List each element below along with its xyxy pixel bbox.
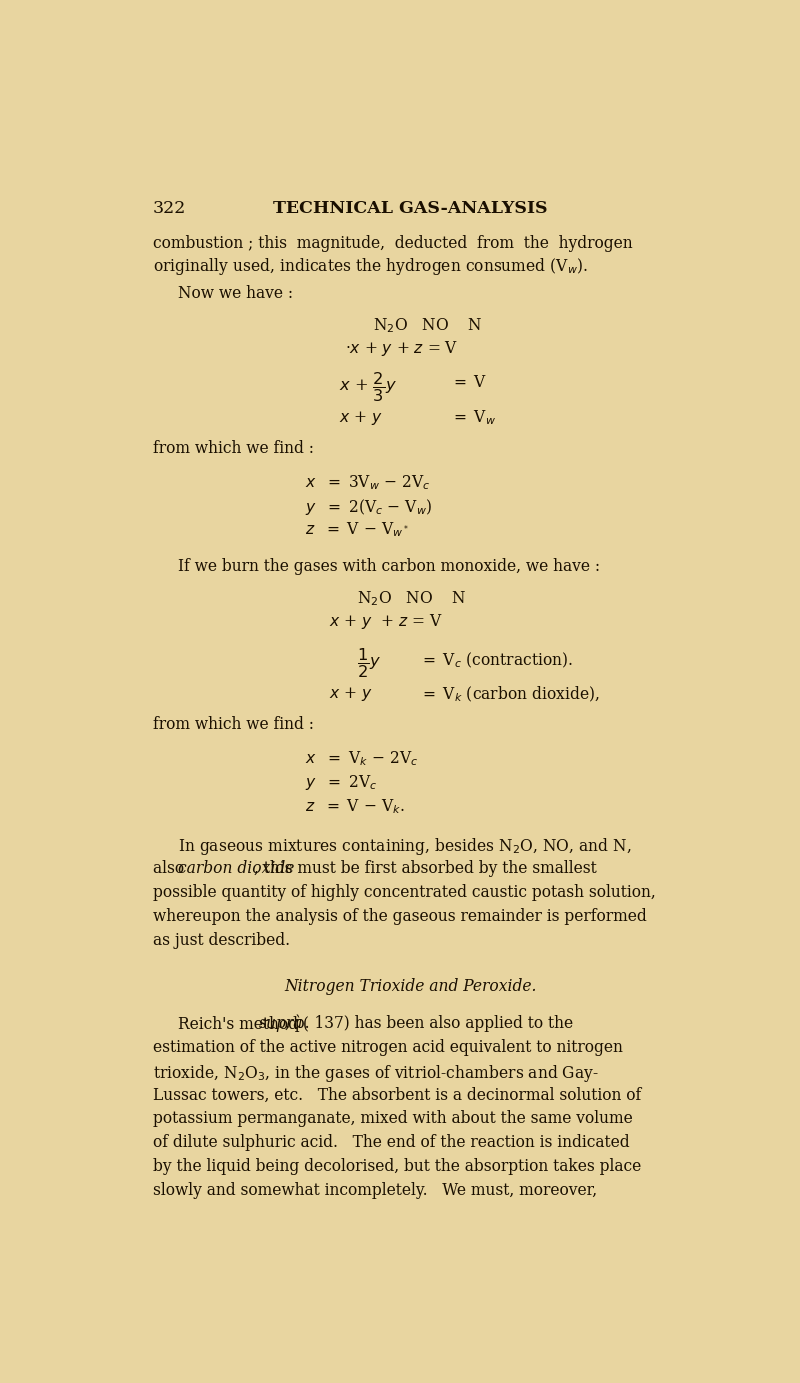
Text: , this must be first absorbed by the smallest: , this must be first absorbed by the sma… [254, 860, 597, 877]
Text: suprà: suprà [258, 1015, 303, 1033]
Text: combustion ; this  magnitude,  deducted  from  the  hydrogen: combustion ; this magnitude, deducted fr… [153, 235, 632, 252]
Text: $=$ V: $=$ V [450, 375, 488, 391]
Text: $x$  $=$ V$_k$ $-$ 2V$_c$: $x$ $=$ V$_k$ $-$ 2V$_c$ [305, 750, 418, 768]
Text: TECHNICAL GAS-ANALYSIS: TECHNICAL GAS-ANALYSIS [273, 201, 547, 217]
Text: N$_2$O   NO    N: N$_2$O NO N [358, 589, 466, 609]
Text: estimation of the active nitrogen acid equivalent to nitrogen: estimation of the active nitrogen acid e… [153, 1039, 622, 1055]
Text: Nitrogen Trioxide and Peroxide.: Nitrogen Trioxide and Peroxide. [284, 978, 536, 994]
Text: $=$ V$_k$ (carbon dioxide),: $=$ V$_k$ (carbon dioxide), [419, 685, 600, 704]
Text: $x$ + $\dfrac{2}{3}y$: $x$ + $\dfrac{2}{3}y$ [338, 371, 397, 404]
Text: also: also [153, 860, 189, 877]
Text: whereupon the analysis of the gaseous remainder is performed: whereupon the analysis of the gaseous re… [153, 909, 646, 925]
Text: $z$  $=$ V $-$ V$_{w^*}$: $z$ $=$ V $-$ V$_{w^*}$ [305, 521, 409, 539]
Text: originally used, indicates the hydrogen consumed (V$_{\mathit{w}}$).: originally used, indicates the hydrogen … [153, 256, 588, 277]
Text: from which we find :: from which we find : [153, 716, 314, 733]
Text: slowly and somewhat incompletely.   We must, moreover,: slowly and somewhat incompletely. We mus… [153, 1182, 597, 1199]
Text: Now we have :: Now we have : [178, 285, 293, 301]
Text: $=$ V$_w$: $=$ V$_w$ [450, 408, 497, 427]
Text: $z$  $=$ V $-$ V$_{k}$.: $z$ $=$ V $-$ V$_{k}$. [305, 797, 404, 816]
Text: $x$ + $y$  + $z$ = V: $x$ + $y$ + $z$ = V [330, 613, 443, 631]
Text: trioxide, N$_2$O$_3$, in the gases of vitriol-chambers and Gay-: trioxide, N$_2$O$_3$, in the gases of vi… [153, 1062, 598, 1084]
Text: carbon dioxide: carbon dioxide [178, 860, 294, 877]
Text: $x$  $=$ 3V$_w$ $-$ 2V$_c$: $x$ $=$ 3V$_w$ $-$ 2V$_c$ [305, 473, 430, 491]
Text: N$_2$O   NO    N: N$_2$O NO N [373, 317, 482, 335]
Text: $y$  $=$ 2V$_c$: $y$ $=$ 2V$_c$ [305, 773, 377, 792]
Text: $y$  $=$ 2(V$_c$ $-$ V$_w$): $y$ $=$ 2(V$_c$ $-$ V$_w$) [305, 496, 432, 517]
Text: of dilute sulphuric acid.   The end of the reaction is indicated: of dilute sulphuric acid. The end of the… [153, 1134, 630, 1151]
Text: $\cdot x$ + $y$ + $z$ = V: $\cdot x$ + $y$ + $z$ = V [345, 339, 458, 358]
Text: by the liquid being decolorised, but the absorption takes place: by the liquid being decolorised, but the… [153, 1158, 641, 1176]
Text: as just described.: as just described. [153, 932, 290, 949]
Text: 322: 322 [153, 201, 186, 217]
Text: In gaseous mixtures containing, besides N$_2$O, NO, and N,: In gaseous mixtures containing, besides … [178, 837, 631, 857]
Text: Reich's method (: Reich's method ( [178, 1015, 308, 1032]
Text: Lussac towers, etc.   The absorbent is a decinormal solution of: Lussac towers, etc. The absorbent is a d… [153, 1087, 641, 1104]
Text: $\dfrac{1}{2}y$: $\dfrac{1}{2}y$ [358, 647, 382, 680]
Text: If we burn the gases with carbon monoxide, we have :: If we burn the gases with carbon monoxid… [178, 559, 600, 575]
Text: $x$ + $y$: $x$ + $y$ [338, 408, 382, 426]
Text: $=$ V$_c$ (contraction).: $=$ V$_c$ (contraction). [419, 650, 574, 669]
Text: possible quantity of highly concentrated caustic potash solution,: possible quantity of highly concentrated… [153, 884, 655, 902]
Text: , p. 137) has been also applied to the: , p. 137) has been also applied to the [286, 1015, 574, 1032]
Text: potassium permanganate, mixed with about the same volume: potassium permanganate, mixed with about… [153, 1111, 633, 1127]
Text: $x$ + $y$: $x$ + $y$ [330, 685, 373, 703]
Text: from which we find :: from which we find : [153, 440, 314, 456]
